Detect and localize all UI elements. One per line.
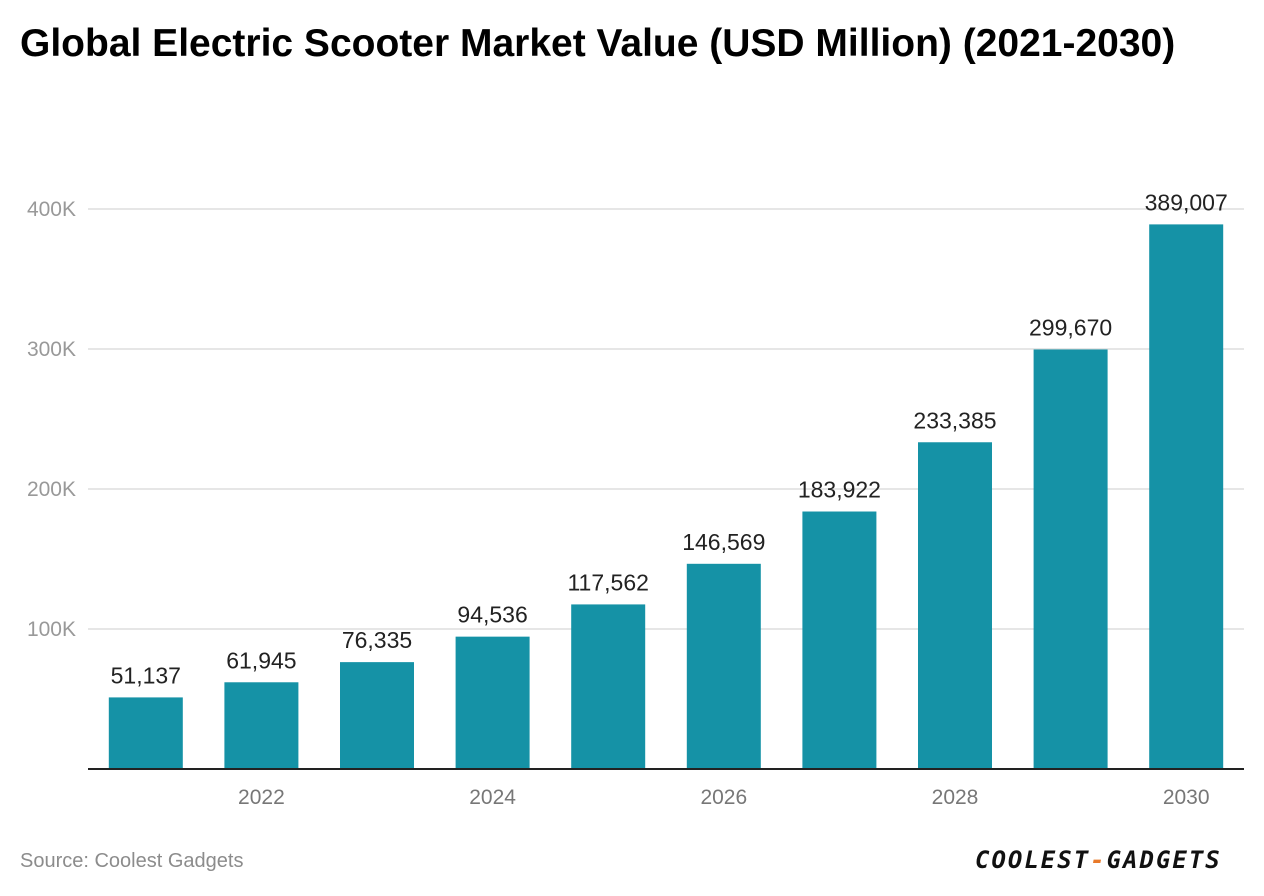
y-tick-label: 400K [27,198,76,221]
y-axis-tick-labels: 100K 200K 300K 400K [27,198,76,641]
bars [108,224,1224,769]
bar-2021 [108,697,183,769]
coolest-gadgets-logo: COOLEST-GADGETS [975,846,1222,874]
bar-2030 [1149,224,1224,769]
value-label: 389,007 [1145,189,1228,215]
value-label: 233,385 [913,407,996,433]
bar-2022 [224,682,299,769]
y-tick-label: 300K [27,338,76,361]
bar-2026 [686,563,761,769]
bar-2025 [571,604,646,769]
bar-2023 [340,662,414,769]
bar-2028 [918,442,992,769]
source-text: Source: Coolest Gadgets [20,850,244,872]
value-label: 76,335 [342,627,412,653]
bar-2029 [1033,349,1108,769]
logo-text-right: GADGETS [1106,846,1222,874]
x-axis-tick-labels: 2022 2024 2026 2028 2030 [238,786,1210,809]
value-label: 299,670 [1029,314,1112,340]
y-tick-label: 200K [27,478,76,501]
x-tick-label: 2026 [700,786,747,809]
logo-separator: - [1090,846,1107,874]
x-tick-label: 2028 [932,786,979,809]
value-labels: 51,137 61,945 76,335 94,536 117,562 146,569 18… [111,189,1228,688]
logo-text-left: COOLEST [975,846,1091,874]
x-tick-label: 2022 [238,786,285,809]
value-label: 94,536 [457,602,527,628]
bar-2024 [455,636,530,769]
value-label: 51,137 [111,662,181,688]
x-tick-label: 2024 [469,786,516,809]
y-tick-label: 100K [27,618,76,641]
bar-2027 [802,511,877,769]
x-tick-label: 2030 [1163,786,1210,809]
value-label: 146,569 [682,529,765,555]
value-label: 117,562 [567,569,648,595]
value-label: 61,945 [226,647,296,673]
value-label: 183,922 [798,477,881,503]
chart-title: Global Electric Scooter Market Value (US… [20,22,1176,65]
